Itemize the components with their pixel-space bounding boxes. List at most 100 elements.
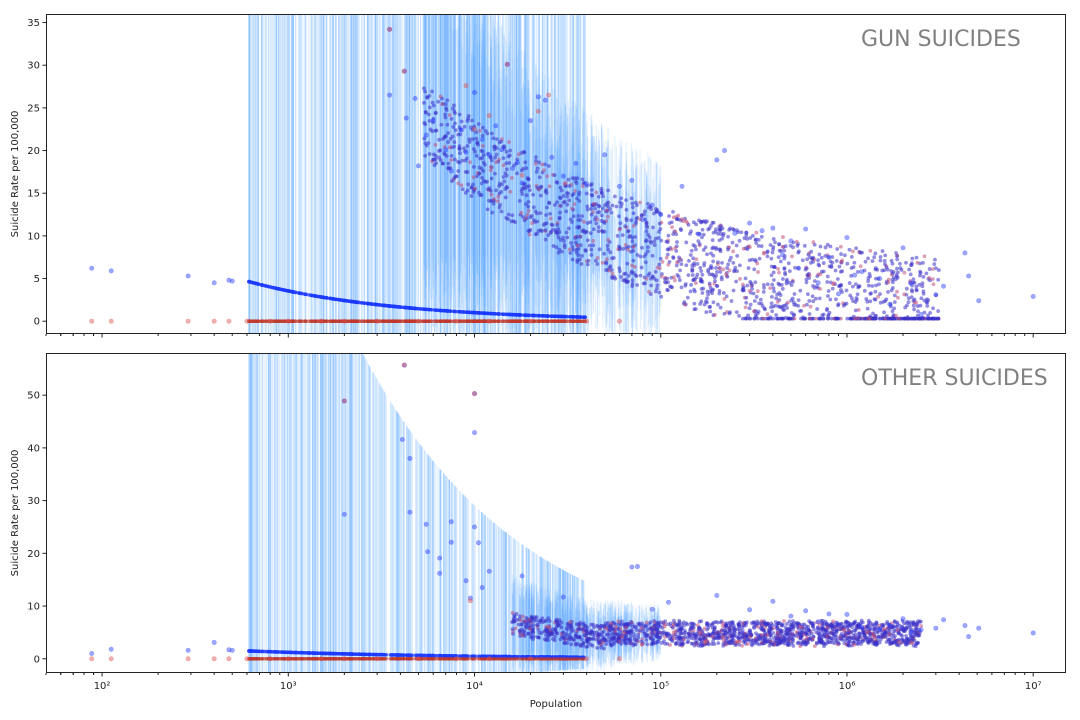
data-point: [887, 623, 893, 629]
x-axis-label: Population: [530, 699, 583, 710]
data-point: [634, 564, 640, 570]
data-point: [185, 273, 191, 279]
y-tick-label: 15: [27, 189, 40, 200]
data-point: [185, 647, 191, 653]
data-point: [318, 656, 324, 662]
data-point: [933, 625, 939, 631]
data-point: [211, 280, 217, 286]
data-point: [341, 511, 347, 517]
data-point: [962, 250, 968, 256]
data-point: [401, 68, 407, 74]
data-point: [374, 318, 380, 324]
data-point: [796, 265, 802, 271]
data-point: [629, 177, 635, 183]
data-point: [412, 95, 418, 101]
data-point: [453, 656, 459, 662]
series-0: [89, 26, 1036, 317]
data-point: [486, 318, 492, 324]
error-bars: [248, 14, 662, 334]
x-tick-label: 10⁴: [466, 681, 483, 692]
data-point: [267, 318, 273, 324]
data-point: [472, 391, 478, 397]
data-point: [437, 555, 443, 561]
data-point: [244, 318, 250, 324]
data-point: [679, 183, 685, 189]
data-point: [616, 656, 622, 662]
data-point: [285, 318, 291, 324]
y-tick-label: 30: [27, 496, 40, 507]
data-point: [835, 291, 841, 297]
data-point: [941, 617, 947, 623]
point-cloud: [246, 86, 941, 324]
data-point: [499, 147, 505, 153]
y-tick-label: 0: [34, 654, 40, 665]
plot-area: [89, 14, 1036, 334]
data-point: [1030, 630, 1036, 636]
data-point: [803, 608, 809, 614]
data-point: [423, 132, 429, 138]
data-point: [640, 217, 646, 223]
data-point: [779, 252, 785, 258]
y-tick-label: 20: [27, 549, 40, 560]
data-point: [826, 254, 832, 260]
data-point: [714, 593, 720, 599]
data-point: [616, 318, 622, 324]
data-point: [835, 623, 841, 629]
data-point: [387, 26, 393, 32]
data-point: [108, 656, 114, 662]
data-point: [229, 278, 235, 284]
data-point: [510, 165, 516, 171]
data-point: [211, 318, 217, 324]
x-tick-label: 10⁶: [839, 681, 856, 692]
data-point: [472, 391, 478, 397]
data-point: [374, 656, 380, 662]
data-point: [226, 277, 232, 283]
data-point: [918, 627, 924, 633]
data-point: [918, 311, 924, 317]
data-point: [528, 318, 534, 324]
data-point: [844, 611, 850, 617]
y-tick-label: 10: [27, 231, 40, 242]
data-point: [941, 283, 947, 289]
data-point: [467, 598, 473, 604]
data-point: [407, 455, 413, 461]
data-point: [933, 292, 939, 298]
data-point: [665, 599, 671, 605]
data-point: [472, 126, 478, 132]
data-point: [108, 646, 114, 652]
data-point: [584, 181, 590, 187]
data-point: [401, 362, 407, 368]
data-point: [453, 318, 459, 324]
data-point: [560, 594, 566, 600]
data-point: [463, 149, 469, 155]
data-point: [976, 298, 982, 304]
y-axis-label: Suicide Rate per 100,000: [10, 450, 21, 577]
data-point: [430, 118, 436, 124]
data-point: [285, 656, 291, 662]
data-point: [89, 265, 95, 271]
data-point: [788, 238, 794, 244]
y-tick-label: 30: [27, 61, 40, 72]
data-point: [528, 656, 534, 662]
data-point: [486, 152, 492, 158]
x-tick-label: 10²: [94, 681, 111, 692]
data-point: [658, 212, 664, 218]
data-point: [519, 180, 525, 186]
data-point: [649, 606, 655, 612]
data-point: [976, 625, 982, 631]
other-suicides-panel: 0 10 20 30 40 50 10² 10³ 10⁴ 10⁵ 10⁶ 10⁷ Population S…: [10, 353, 1066, 710]
data-point: [108, 268, 114, 274]
data-point: [267, 656, 273, 662]
data-point: [815, 619, 821, 625]
data-point: [803, 226, 809, 232]
data-point: [448, 519, 454, 525]
y-tick-label: 5: [34, 274, 40, 285]
data-point: [387, 26, 393, 32]
data-point: [900, 616, 906, 622]
data-point: [747, 607, 753, 613]
data-point: [696, 231, 702, 237]
data-point: [493, 123, 499, 129]
data-point: [573, 160, 579, 166]
data-point: [542, 97, 548, 103]
